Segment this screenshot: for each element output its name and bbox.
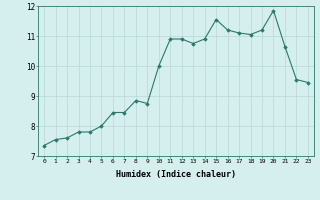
X-axis label: Humidex (Indice chaleur): Humidex (Indice chaleur)	[116, 170, 236, 179]
